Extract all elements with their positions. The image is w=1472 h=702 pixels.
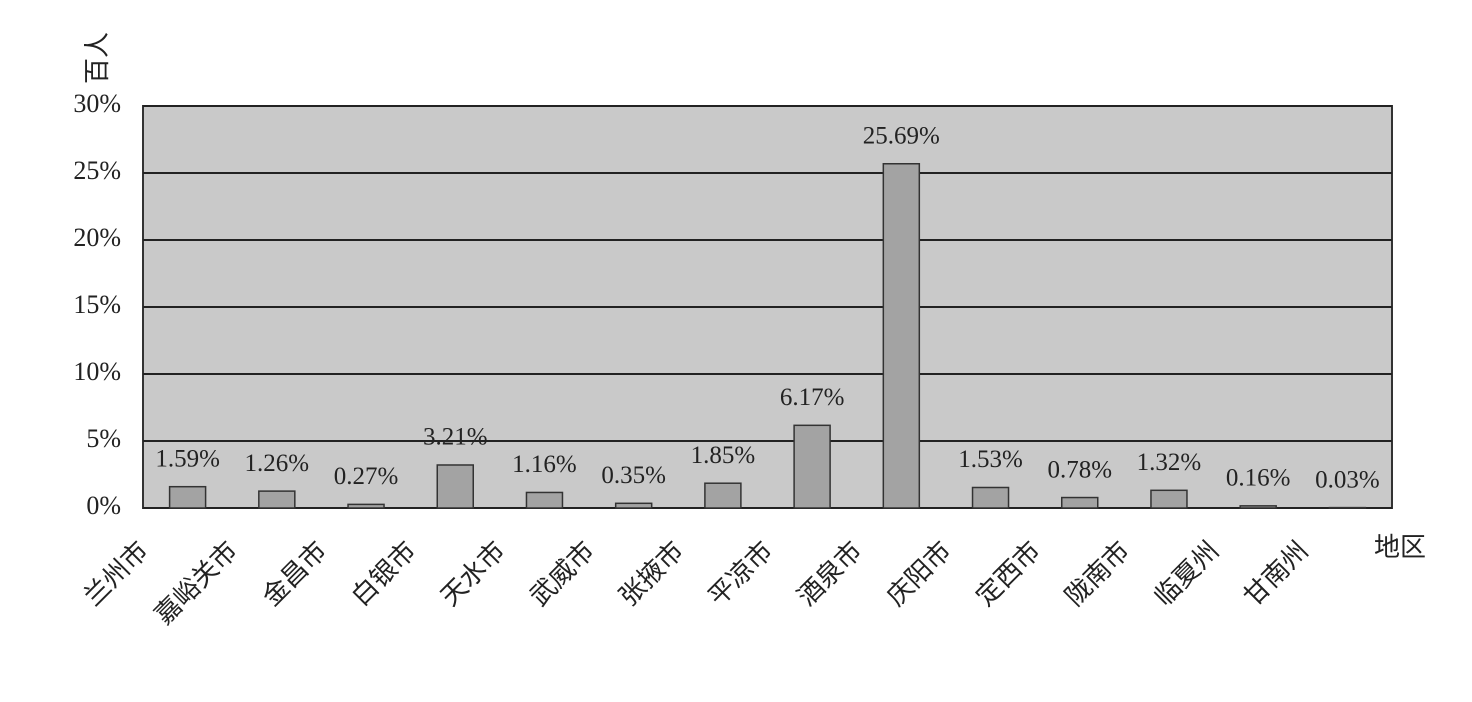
value-label: 0.78% bbox=[1047, 456, 1112, 483]
x-tick-label: 兰州市 bbox=[78, 536, 154, 612]
bar bbox=[168, 485, 207, 509]
x-tick-label: 定西市 bbox=[971, 536, 1047, 612]
y-tick-label: 25% bbox=[73, 156, 121, 185]
bar bbox=[347, 503, 385, 509]
x-tick-label: 张掖市 bbox=[614, 536, 690, 612]
bar bbox=[704, 482, 742, 509]
value-label: 3.21% bbox=[423, 424, 488, 451]
bar bbox=[1150, 489, 1188, 509]
x-tick-label: 白银市 bbox=[346, 536, 422, 612]
x-tick-label: 陇南市 bbox=[1060, 536, 1136, 612]
value-label: 1.53% bbox=[958, 446, 1023, 473]
value-label: 0.16% bbox=[1226, 465, 1291, 492]
x-tick-label: 金昌市 bbox=[257, 536, 333, 612]
bar bbox=[614, 502, 653, 509]
x-tick-label: 临夏州 bbox=[1149, 536, 1225, 612]
y-axis-label: 百人 bbox=[83, 32, 112, 84]
value-label: 1.59% bbox=[155, 445, 220, 472]
bar bbox=[882, 163, 921, 509]
value-label: 1.85% bbox=[691, 442, 756, 469]
bar bbox=[793, 424, 831, 509]
x-tick-label: 嘉峪关市 bbox=[149, 536, 243, 630]
y-tick-label: 15% bbox=[73, 290, 121, 319]
value-label: 0.03% bbox=[1315, 466, 1380, 493]
bar bbox=[1061, 496, 1099, 509]
bar bbox=[971, 486, 1010, 509]
x-tick-label: 天水市 bbox=[435, 536, 511, 612]
bar bbox=[1239, 505, 1277, 509]
value-label: 1.16% bbox=[512, 451, 577, 478]
bar bbox=[525, 491, 564, 509]
value-label: 0.35% bbox=[601, 462, 666, 489]
y-tick-label: 0% bbox=[86, 491, 121, 520]
x-tick-label: 庆阳市 bbox=[881, 536, 957, 612]
x-axis-label: 地区 bbox=[1374, 533, 1426, 562]
value-label: 1.32% bbox=[1137, 449, 1202, 476]
x-tick-label: 酒泉市 bbox=[792, 536, 868, 612]
x-tick-label: 平凉市 bbox=[703, 536, 779, 612]
x-tick-label: 武威市 bbox=[524, 536, 600, 612]
bar bbox=[436, 464, 474, 509]
value-label: 1.26% bbox=[245, 450, 310, 477]
y-tick-label: 10% bbox=[73, 357, 121, 386]
value-label: 6.17% bbox=[780, 384, 845, 411]
value-label: 25.69% bbox=[863, 122, 940, 149]
y-tick-label: 5% bbox=[86, 424, 121, 453]
x-tick-label: 甘南州 bbox=[1238, 536, 1314, 612]
value-label: 0.27% bbox=[334, 463, 399, 490]
y-tick-label: 30% bbox=[73, 89, 121, 118]
y-tick-label: 20% bbox=[73, 223, 121, 252]
bar bbox=[258, 490, 296, 509]
